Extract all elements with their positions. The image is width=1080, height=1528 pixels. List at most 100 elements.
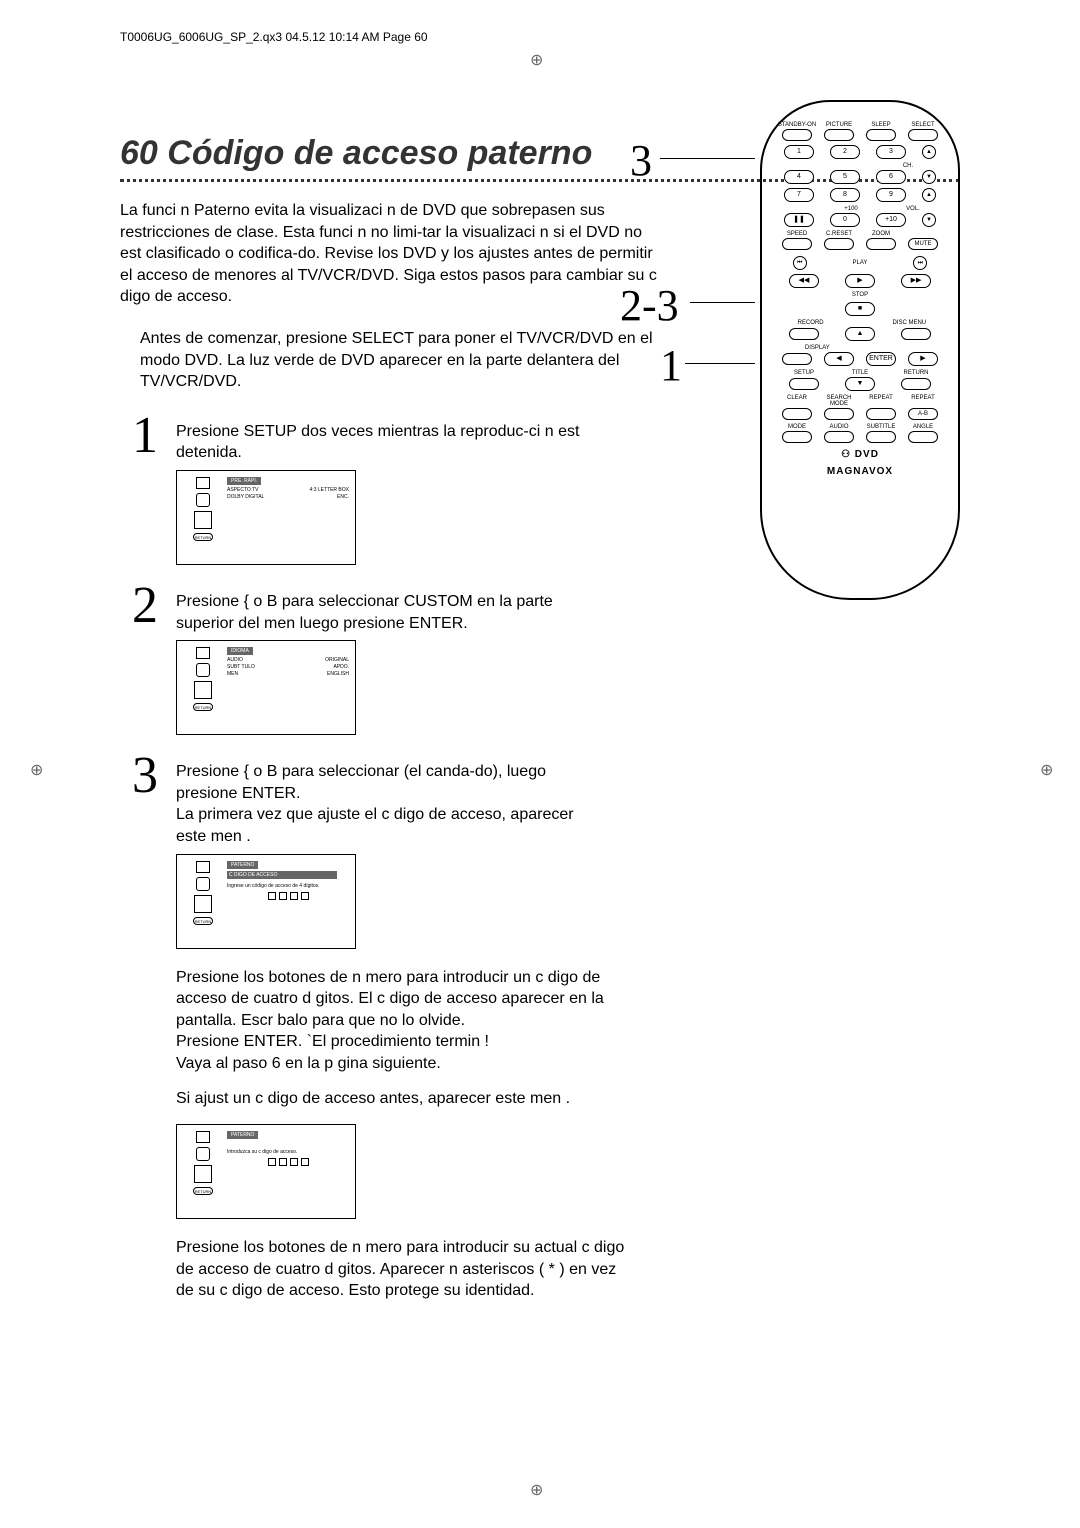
next-button[interactable]: ⏭ [913,256,927,270]
clear-button[interactable] [782,408,812,420]
speed-button[interactable] [782,238,812,250]
mode-button[interactable] [782,431,812,443]
ch-up[interactable]: ▲ [922,145,936,159]
display-button[interactable] [782,353,812,365]
num-6[interactable]: 6 [876,170,906,184]
down-button[interactable]: ▼ [845,377,875,391]
setup-button[interactable] [789,378,819,390]
screen-2-tab: IDIOMA [227,647,253,655]
play-button[interactable]: ▶ [845,274,875,288]
nav-icon [194,511,212,529]
block6: Presione los botones de n mero para intr… [176,1237,626,1302]
sleep-button[interactable] [866,129,896,141]
return-button[interactable] [901,378,931,390]
crop-mark-bottom: ⊕ [530,1480,543,1500]
return-icon: RETURN [193,703,213,711]
callout-3: 3 [630,135,652,186]
lbl-speed: SPEED [777,231,817,237]
s2r3a: MEN [227,671,238,678]
screen-3-hl: C DIGO DE ACCESO [227,871,337,879]
lbl-p100: +100 [831,206,871,212]
stop-button[interactable]: ■ [845,302,875,316]
enter-button[interactable]: ENTER [866,352,896,366]
audio-button[interactable] [824,431,854,443]
num-7[interactable]: 7 [784,188,814,202]
ch-down[interactable]: ▼ [922,170,936,184]
num-2[interactable]: 2 [830,145,860,159]
step-1-number: 1 [120,413,170,460]
s1r2b: ENC. [337,494,349,501]
lbl-select: SELECT [903,122,943,128]
rew-button[interactable]: ◀◀ [789,274,819,288]
step-2-number: 2 [120,583,170,630]
num-3[interactable]: 3 [876,145,906,159]
repeat-button[interactable] [866,408,896,420]
code-boxes [227,892,349,900]
angle-button[interactable] [908,431,938,443]
pause-button[interactable]: ❚❚ [784,213,814,227]
picture-button[interactable] [824,129,854,141]
lbl-ch: CH. [888,163,928,169]
lbl-standby: STANDBY-ON [777,122,817,128]
vol-down[interactable]: ▼ [922,213,936,227]
gear-icon [196,877,210,891]
lbl-creset: C.RESET [819,231,859,237]
lbl-searchmode: SEARCH MODE [819,395,859,407]
right-button[interactable]: ▶ [908,352,938,366]
num-8[interactable]: 8 [830,188,860,202]
record-button[interactable] [789,328,819,340]
crop-mark-left: ⊕ [30,760,43,780]
num-5[interactable]: 5 [830,170,860,184]
block4-c: Vaya al paso 6 en la p gina siguiente. [176,1053,626,1075]
num-9[interactable]: 9 [876,188,906,202]
select-button[interactable] [908,129,938,141]
num-p10[interactable]: +10 [876,213,906,227]
vol-up[interactable]: ▲ [922,188,936,202]
tv-icon [196,861,210,873]
prev-button[interactable]: ⏮ [793,256,807,270]
lbl-return: RETURN [896,370,936,376]
crop-mark-top: ⊕ [530,50,543,70]
standby-button[interactable] [782,129,812,141]
brand-label: MAGNAVOX [776,466,944,477]
callout-3-line [660,158,755,159]
s1r1a: ASPECTO TV [227,487,259,494]
ab-button[interactable]: A-B [908,408,938,420]
lbl-play: PLAY [840,260,880,266]
zoom-button[interactable] [866,238,896,250]
tv-icon [196,647,210,659]
step-3-number: 3 [120,753,170,800]
screen-1-tab: PRE. RÁPI. [227,477,261,485]
s2r1b: ORIGINAL [325,657,349,664]
num-4[interactable]: 4 [784,170,814,184]
up-button[interactable]: ▲ [845,327,875,341]
callout-1: 1 [660,340,682,391]
lbl-setup: SETUP [784,370,824,376]
lbl-clear: CLEAR [777,395,817,407]
mute-button[interactable]: MUTE [908,238,938,250]
screen-1: RETURN PRE. RÁPI. ASPECTO TV4:3 LETTER B… [176,470,356,565]
lbl-stop: STOP [840,292,880,298]
return-icon: RETURN [193,917,213,925]
s1r2a: DOLBY DIGITAL [227,494,264,501]
lbl-display: DISPLAY [797,345,837,351]
lbl-repeat2: REPEAT [903,395,943,407]
discmenu-button[interactable] [901,328,931,340]
block4-a: Presione los botones de n mero para intr… [176,967,626,1032]
ff-button[interactable]: ▶▶ [901,274,931,288]
subtitle-button[interactable] [866,431,896,443]
return-icon: RETURN [193,533,213,541]
dvd-logo-icon: ⚇ DVD [776,449,944,460]
creset-button[interactable] [824,238,854,250]
num-1[interactable]: 1 [784,145,814,159]
callout-23-line [690,302,755,303]
screen-3: RETURN PATERNO C DIGO DE ACCESO Ingrese … [176,854,356,949]
lbl-subtitle: SUBTITLE [861,424,901,430]
intro-paragraph-2: Antes de comenzar, presione SELECT para … [140,328,680,393]
screen-2: RETURN IDIOMA AUDIOORIGINAL SUBT TULOAPD… [176,640,356,735]
lbl-discmenu: DISC MENU [889,320,929,326]
searchmode-button[interactable] [824,408,854,420]
left-button[interactable]: ◀ [824,352,854,366]
remote-control: STANDBY-ON PICTURE SLEEP SELECT 1 2 3 ▲ … [760,100,960,600]
num-0[interactable]: 0 [830,213,860,227]
